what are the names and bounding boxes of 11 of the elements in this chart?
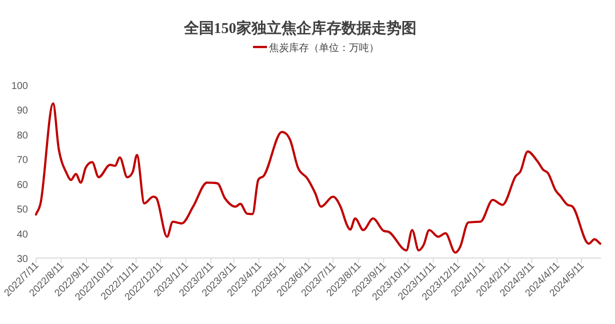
y-tick-label: 100 xyxy=(11,81,28,92)
y-tick-label: 90 xyxy=(16,106,28,117)
chart-title: 全国150家独立焦企库存数据走势图 xyxy=(182,19,416,37)
y-tick-label: 60 xyxy=(16,180,28,191)
legend-label: 焦炭库存（单位：万吨） xyxy=(269,42,379,54)
y-tick-label: 30 xyxy=(16,254,28,265)
y-tick-label: 40 xyxy=(16,229,28,240)
y-tick-label: 50 xyxy=(16,204,28,216)
y-tick-label: 80 xyxy=(16,130,28,142)
y-tick-label: 70 xyxy=(16,155,28,166)
line-series xyxy=(34,102,602,254)
